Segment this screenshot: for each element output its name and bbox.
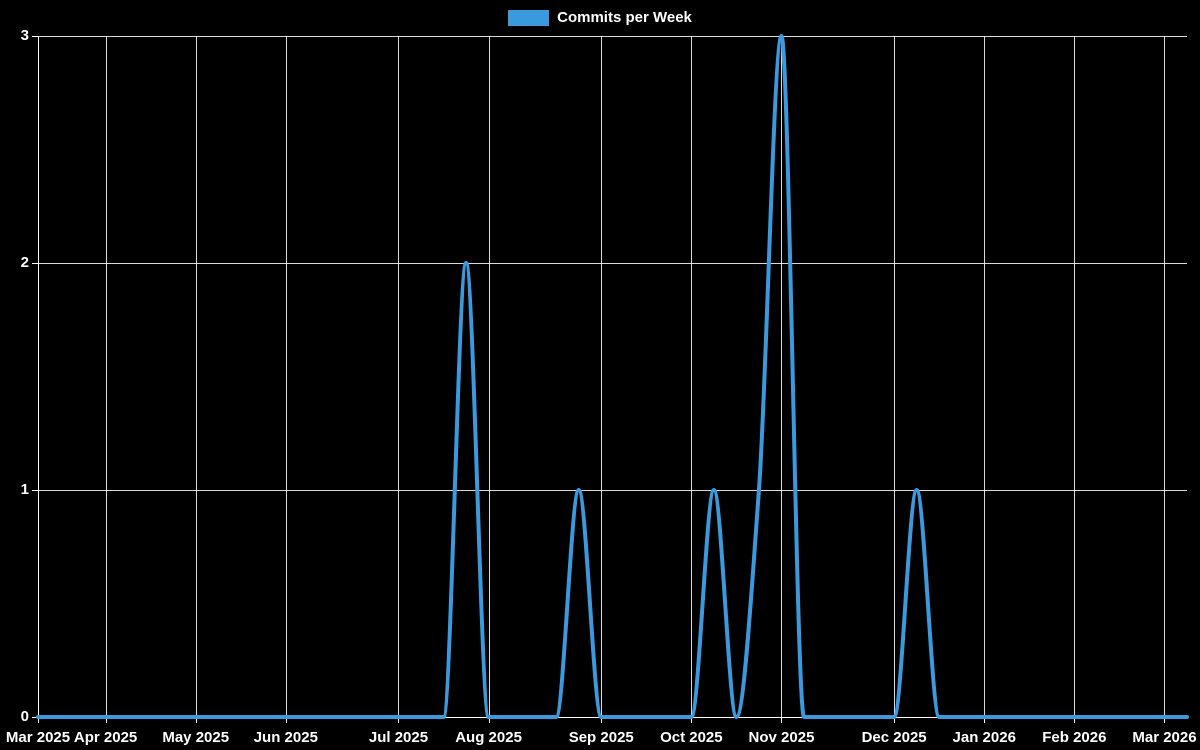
x-tick-label: Jul 2025 (368, 729, 429, 746)
x-tick-label: Nov 2025 (748, 729, 815, 746)
legend-label: Commits per Week (557, 9, 692, 26)
x-tick-label: Mar 2025 (5, 729, 71, 746)
y-tick-label: 3 (20, 27, 29, 44)
commits-line-series (36, 34, 1189, 720)
legend-swatch (508, 10, 550, 26)
x-tick-label: Apr 2025 (73, 729, 138, 746)
y-tick-label: 1 (20, 481, 29, 498)
x-tick-label: May 2025 (162, 729, 230, 746)
legend-item-commits-per-week[interactable]: Commits per Week (508, 9, 692, 27)
x-tick-label: Jan 2026 (952, 729, 1016, 746)
x-tick-label: Oct 2025 (660, 729, 723, 746)
x-tick-label: Jun 2025 (253, 729, 318, 746)
x-tick-label: Feb 2026 (1042, 729, 1107, 746)
y-tick-label: 0 (20, 708, 29, 725)
x-tick-label: Sep 2025 (568, 729, 634, 746)
x-tick-label: Aug 2025 (455, 729, 522, 746)
x-tick-label: Dec 2025 (861, 729, 927, 746)
x-tick-label: Mar 2026 (1132, 729, 1197, 746)
y-tick-label: 2 (20, 254, 29, 271)
legend: Commits per Week (0, 9, 1200, 27)
